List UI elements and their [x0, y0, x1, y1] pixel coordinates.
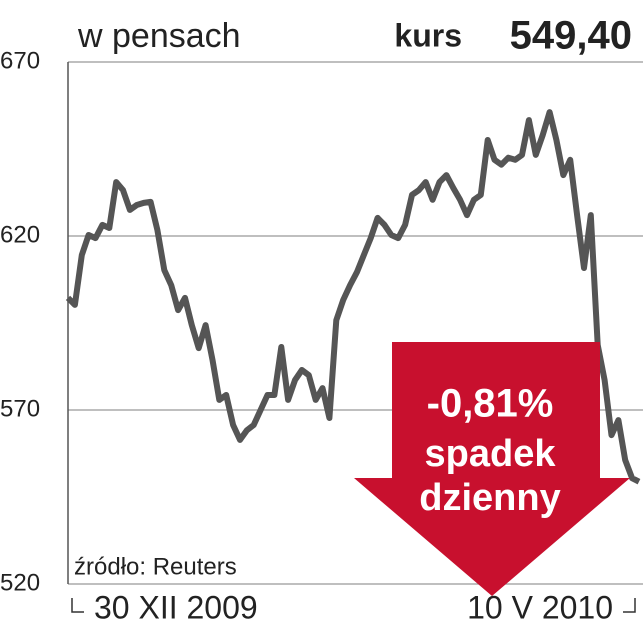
x-tick-label: 30 XII 2009: [94, 589, 258, 625]
y-tick-label: 570: [0, 395, 40, 422]
chart-title: w pensach: [77, 17, 241, 55]
price-value: 549,40: [510, 14, 632, 58]
annotation-line: dzienny: [419, 477, 560, 519]
x-tick-label: 10 V 2010: [467, 589, 613, 625]
y-tick-label: 670: [0, 47, 40, 74]
y-tick-label: 620: [0, 221, 40, 248]
price-label: kurs: [394, 17, 462, 53]
change-label: -0,81%: [427, 382, 554, 426]
x-bracket: [71, 598, 84, 613]
source: źródło: Reuters: [74, 553, 237, 580]
annotation-line: spadek: [425, 433, 557, 475]
arrow: [354, 342, 630, 596]
price-line: [65, 109, 641, 485]
y-tick-label: 520: [0, 569, 40, 596]
x-bracket: [623, 598, 636, 613]
